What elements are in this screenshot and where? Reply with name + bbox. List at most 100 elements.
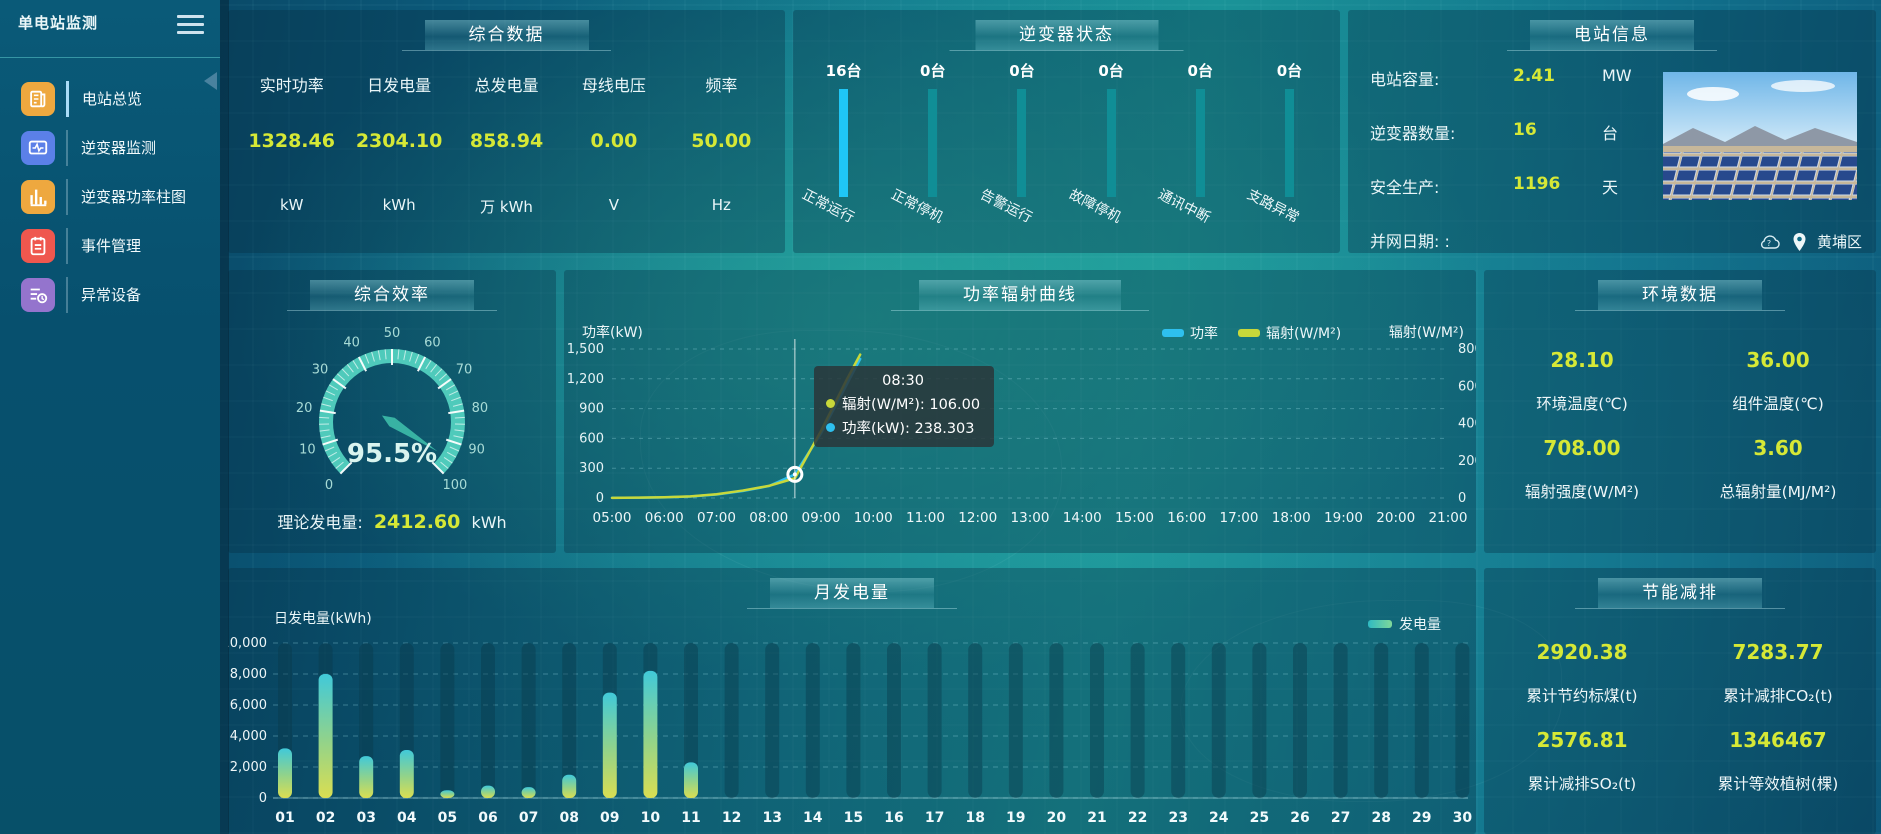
gauge-tick-label: 30 xyxy=(312,363,329,378)
legend-item[interactable]: 辐射(W/M²) xyxy=(1238,323,1341,343)
radiation-dot-icon xyxy=(826,399,835,408)
legend-swatch-icon xyxy=(1162,329,1184,337)
station-row-unit: 台 xyxy=(1602,124,1619,143)
x-tick-label: 17:00 xyxy=(1220,510,1259,526)
left-tick-label: 900 xyxy=(579,402,604,417)
cell-value: 7283.77 xyxy=(1732,640,1824,664)
x-tick-label: 06 xyxy=(478,810,497,826)
bar-background-column xyxy=(805,643,820,798)
power-dot-icon xyxy=(826,423,835,432)
x-tick-label: 09:00 xyxy=(802,510,841,526)
cell-label: 累计等效植树(棵) xyxy=(1717,775,1839,793)
y-tick-label: 0 xyxy=(259,791,267,806)
hamburger-menu-icon[interactable] xyxy=(177,12,204,39)
location-pin-icon[interactable] xyxy=(1792,232,1807,252)
x-tick-label: 30 xyxy=(1453,810,1473,826)
status-count: 0台 xyxy=(1276,62,1303,80)
bar-background-column xyxy=(1090,643,1104,798)
location-label: 黄埔区 xyxy=(1816,233,1862,251)
x-tick-label: 02 xyxy=(316,810,335,826)
x-tick-label: 17 xyxy=(925,810,944,826)
efficiency-gauge: 0 10 20 30 40 50 60 70 80 90 100 95.5% xyxy=(296,326,488,493)
status-count: 16台 xyxy=(825,62,862,80)
bar-background-column xyxy=(1171,643,1186,798)
bar-background-column xyxy=(846,643,861,798)
x-tick-label: 13:00 xyxy=(1011,510,1050,526)
x-tick-label: 16 xyxy=(884,810,903,826)
sidebar-item-2[interactable]: 逆变器监测 xyxy=(0,123,220,172)
saving-cells: 2920.38 累计节约标煤(t) 7283.77 累计减排CO₂(t) 2576.81… xyxy=(1484,640,1876,816)
summary-units-row: kW kWh 万 kWh V Hz xyxy=(238,196,775,217)
panel-inverter-status: 逆变器状态 16台 正常运行 0台 正常停机 0台 告警运行 0台 故障停机 0台 通讯中断 0台支… xyxy=(793,10,1340,253)
bar-background-column xyxy=(1008,643,1023,798)
cell-value: 2576.81 xyxy=(1536,728,1628,752)
status-bar xyxy=(1195,89,1205,197)
cloud-question-icon[interactable]: ? xyxy=(1758,233,1782,251)
environment-cell: 708.00 辐射强度(W/M²) xyxy=(1484,436,1680,524)
x-tick-label: 15:00 xyxy=(1115,510,1154,526)
x-tick-label: 05:00 xyxy=(593,510,632,526)
x-tick-label: 15 xyxy=(844,810,863,826)
gauge-tick-label: 0 xyxy=(325,478,333,493)
legend-label: 功率 xyxy=(1190,326,1218,342)
theoretical-generation-value: 2412.60 xyxy=(373,511,461,533)
bar-day-10 xyxy=(643,670,658,798)
metric-unit: kWh xyxy=(382,196,416,214)
monthly-energy-chart[interactable]: 0 2,000 4,000 6,000 8,000 10,000 01 02 03 04 05 06 0… xyxy=(228,568,1476,834)
sidebar-item-3[interactable]: 逆变器功率柱图 xyxy=(0,172,220,221)
cell-label: 累计减排CO₂(t) xyxy=(1723,687,1833,705)
y-tick-label: 8,000 xyxy=(230,667,267,682)
x-tick-label: 11:00 xyxy=(906,510,945,526)
x-tick-label: 10 xyxy=(641,810,661,826)
panel-summary: 综合数据 实时功率 日发电量 总发电量 母线电压 频率 1328.46 2304.10 85… xyxy=(228,10,785,253)
sidebar-item-label: 电站总览 xyxy=(82,90,143,108)
x-tick-label: 27 xyxy=(1331,810,1350,826)
bar-chart-legend[interactable]: 发电量 xyxy=(1368,614,1441,634)
environment-cell: 36.00 组件温度(℃) xyxy=(1680,348,1876,436)
environment-cells: 28.10 环境温度(℃) 36.00 组件温度(℃) 708.00 辐射强度(W/M²)… xyxy=(1484,348,1876,524)
bar-background-column xyxy=(887,643,901,798)
right-axis-title: 辐射(W/M²) xyxy=(1388,325,1464,341)
station-row-value: 1196 xyxy=(1513,174,1561,194)
sidebar-collapse-arrow-icon[interactable] xyxy=(204,72,217,90)
menu-item-separator xyxy=(66,276,68,313)
power-radiation-chart[interactable]: 0 0 300 200 600 400 900 600 1,200 800 1,500 05:00 06… xyxy=(564,270,1476,553)
sidebar-item-label: 事件管理 xyxy=(81,237,142,255)
overview-document-icon xyxy=(21,81,55,116)
legend-item[interactable]: 功率 xyxy=(1162,323,1218,343)
gauge-tick-label: 90 xyxy=(468,443,485,458)
bar-background-column xyxy=(481,643,495,798)
x-tick-label: 23 xyxy=(1168,810,1187,826)
bar-day-01 xyxy=(278,748,292,798)
right-tick-label: 400 xyxy=(1458,417,1476,432)
bar-background-column xyxy=(440,643,455,798)
metric-value: 1328.46 xyxy=(248,130,335,152)
x-tick-label: 11 xyxy=(681,810,700,826)
cell-label: 辐射强度(W/M²) xyxy=(1524,483,1640,501)
sidebar-item-5[interactable]: 异常设备 xyxy=(0,270,220,319)
right-tick-label: 600 xyxy=(1458,379,1476,394)
station-row-label: 电站容量: xyxy=(1370,70,1440,89)
metric-label: 频率 xyxy=(705,76,738,95)
bar-day-06 xyxy=(481,785,495,798)
panel-environment: 环境数据 28.10 环境温度(℃) 36.00 组件温度(℃) 708.00 辐射强度(… xyxy=(1484,270,1876,553)
status-bar xyxy=(1106,89,1116,197)
gauge-value: 95.5% xyxy=(347,439,437,469)
status-label: 正常运行 xyxy=(798,186,857,227)
bar-background-column xyxy=(1130,643,1145,798)
theoretical-generation: 理论发电量: 2412.60 kWh xyxy=(228,509,556,533)
status-count: 0台 xyxy=(920,62,946,80)
gauge-needle xyxy=(381,415,438,452)
inverter-status-column: 0台 通讯中断 xyxy=(1156,10,1245,253)
sidebar-item-1[interactable]: 电站总览 xyxy=(0,74,220,123)
station-row-unit: MW xyxy=(1602,66,1632,85)
x-tick-label: 01 xyxy=(275,810,294,826)
x-tick-label: 18:00 xyxy=(1272,510,1311,526)
cell-value: 28.10 xyxy=(1550,348,1614,372)
sidebar-item-4[interactable]: 事件管理 xyxy=(0,221,220,270)
gauge-tick-label: 20 xyxy=(296,401,313,416)
sidebar-edge xyxy=(220,0,229,834)
metric-unit: 万 kWh xyxy=(480,198,533,216)
right-tick-label: 800 xyxy=(1458,342,1476,357)
x-tick-label: 10:00 xyxy=(854,510,893,526)
